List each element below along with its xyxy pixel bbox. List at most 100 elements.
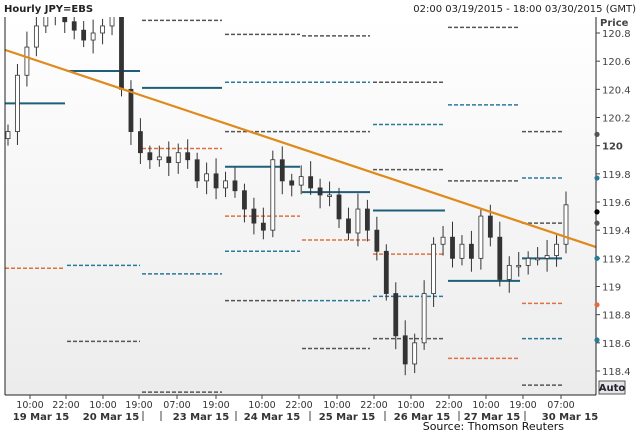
candle [317, 178, 323, 209]
candle [90, 19, 96, 54]
candle-body [156, 156, 162, 161]
x-date-label: 19 Mar 15 [13, 412, 69, 423]
candle-body [355, 208, 361, 234]
candle [393, 282, 399, 350]
candle-body [242, 190, 247, 210]
candle-body [119, 17, 124, 90]
candle [431, 237, 436, 307]
y-tick-label: 119.8 [602, 170, 631, 181]
candle-body [459, 243, 465, 259]
candle-body [535, 257, 541, 261]
x-tick-label: 10:00 [397, 400, 424, 411]
candle [478, 209, 484, 270]
auto-button[interactable]: Auto [598, 380, 626, 395]
candle-body [33, 25, 39, 48]
x-date-label: 26 Mar 15 [394, 412, 450, 423]
candle-body [440, 236, 446, 245]
y-tick-label: 120.6 [602, 57, 631, 68]
x-date-label: 20 Mar 15 [83, 412, 139, 423]
candle-body [260, 222, 266, 231]
candle-body [43, 17, 49, 27]
candle [251, 197, 257, 235]
candle [440, 225, 446, 256]
candle-body [516, 264, 522, 268]
candle-body [128, 88, 134, 132]
candle-body [308, 176, 314, 189]
candle-body [213, 173, 219, 189]
x-tick-label: 10:00 [248, 400, 275, 411]
axis-price-marker [594, 337, 600, 343]
candle [563, 191, 569, 254]
candle [308, 161, 314, 195]
candle [525, 251, 531, 275]
axis-price-marker [594, 255, 600, 261]
candle-body [223, 180, 228, 189]
candle-body [289, 180, 295, 186]
axis-price-marker [594, 220, 600, 226]
candle [71, 17, 77, 40]
candle [223, 171, 228, 198]
candle [459, 235, 465, 266]
date-range: 02:00 03/19/2015 - 18:00 03/30/2015 (GMT… [413, 4, 636, 15]
candle-body [62, 17, 68, 23]
candle-body [336, 194, 342, 220]
auto-button-label: Auto [599, 383, 626, 394]
candle [402, 320, 408, 376]
y-tick-label: 119.2 [602, 254, 631, 265]
candle [383, 244, 389, 301]
candle-body [298, 176, 304, 186]
candle-body [554, 243, 559, 256]
y-tick-label: 118.4 [602, 367, 631, 378]
candle-body [487, 215, 493, 238]
candle [166, 141, 172, 176]
candle [270, 150, 276, 238]
candle-body [383, 250, 389, 294]
candle-body [317, 187, 323, 196]
candle [535, 247, 541, 266]
axis-price-marker [594, 131, 600, 137]
x-tick-label: 19:00 [509, 400, 536, 411]
y-tick-label: 118.6 [602, 339, 631, 350]
candle [24, 31, 30, 87]
candle-body [478, 215, 484, 259]
y-tick-label: 120.8 [602, 29, 631, 40]
candle-body [90, 32, 96, 41]
candle-body [421, 293, 427, 344]
candle [346, 207, 351, 241]
candle [554, 235, 559, 267]
candle [412, 333, 418, 374]
x-date-label: 27 Mar 15 [464, 412, 520, 423]
candle [185, 139, 191, 169]
candle-body [393, 293, 399, 337]
candle [109, 17, 115, 36]
candle-body [109, 17, 115, 27]
axis-price-marker [594, 175, 600, 181]
candle-body [346, 218, 351, 234]
candle [204, 162, 210, 195]
candle-body [15, 74, 20, 132]
candle [544, 240, 550, 272]
candle [421, 280, 427, 350]
candle-body [185, 152, 191, 161]
x-tick-label: 19:00 [125, 400, 152, 411]
y-axis-label: Price [600, 18, 629, 29]
candle-body [279, 159, 285, 182]
candle [33, 17, 39, 57]
candle [232, 167, 238, 198]
candle-body [402, 335, 408, 365]
candle-body [544, 255, 550, 259]
x-date-label: 25 Mar 15 [319, 412, 375, 423]
candle-body [506, 264, 512, 280]
candle-body [270, 159, 276, 231]
candle [43, 17, 49, 33]
candle [364, 199, 370, 242]
candle [298, 165, 304, 195]
candle-body [175, 152, 181, 163]
candle [497, 221, 503, 287]
source-note: Source: Thomson Reuters [423, 420, 565, 433]
candle-body [563, 204, 569, 245]
candle [156, 145, 162, 167]
candle-body [138, 131, 143, 154]
candle-body [81, 29, 87, 41]
candle [147, 145, 153, 169]
